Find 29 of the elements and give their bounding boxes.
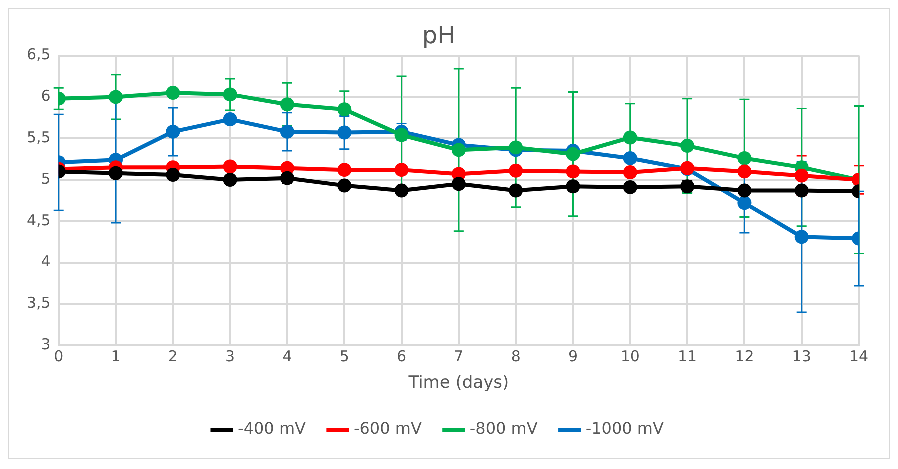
x-tick-label: 6 bbox=[397, 347, 407, 366]
x-axis-title: Time (days) bbox=[408, 373, 510, 394]
y-tick-label: 5 bbox=[41, 170, 51, 188]
legend-label: -1000 mV bbox=[586, 419, 664, 438]
x-tick-label: 10 bbox=[620, 347, 640, 366]
x-tick-label: 9 bbox=[568, 347, 578, 366]
x-tick-label: 13 bbox=[792, 347, 812, 366]
y-tick-label: 6 bbox=[41, 87, 51, 106]
legend-label: -400 mV bbox=[238, 419, 306, 438]
y-tick-label: 3,5 bbox=[26, 294, 51, 312]
y-tick-label: 5,5 bbox=[26, 128, 51, 146]
legend-label: -800 mV bbox=[470, 419, 538, 438]
y-tick-label: 4 bbox=[41, 252, 51, 271]
y-tick-label: 4,5 bbox=[26, 211, 51, 230]
x-tick-label: 14 bbox=[849, 347, 869, 366]
x-tick-label: 3 bbox=[226, 347, 236, 366]
x-tick-label: 8 bbox=[511, 347, 521, 366]
x-tick-label: 0 bbox=[54, 347, 64, 366]
chart-title: pH bbox=[422, 22, 456, 50]
y-tick-label: 6,5 bbox=[26, 46, 51, 64]
y-tick-label: 3 bbox=[41, 335, 51, 354]
x-tick-label: 2 bbox=[168, 347, 178, 366]
x-tick-label: 11 bbox=[678, 347, 698, 366]
x-tick-label: 1 bbox=[111, 347, 121, 366]
x-tick-label: 7 bbox=[454, 347, 464, 366]
x-tick-label: 12 bbox=[735, 347, 754, 366]
x-tick-label: 5 bbox=[340, 347, 350, 366]
x-tick-label: 4 bbox=[282, 347, 292, 366]
legend-label: -600 mV bbox=[354, 419, 422, 438]
